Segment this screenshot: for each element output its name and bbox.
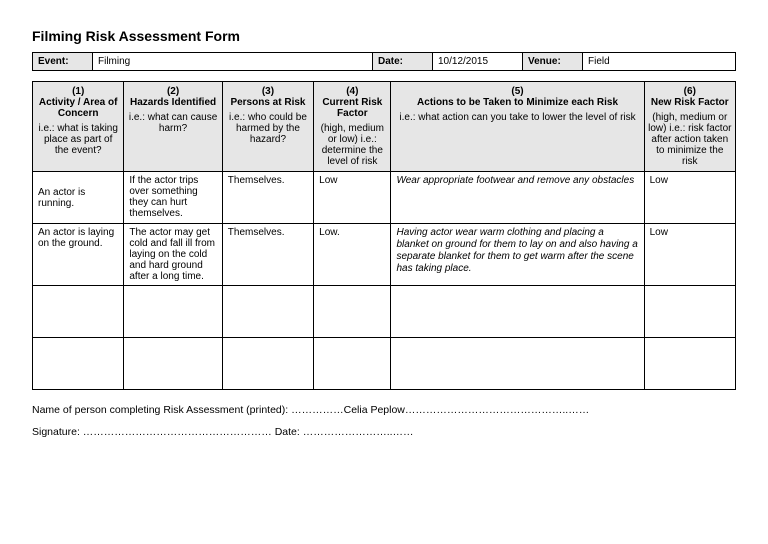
table-row: An actor is running. If the actor trips …: [33, 172, 736, 224]
venue-label: Venue:: [523, 53, 583, 71]
cell-actions: Wear appropriate footwear and remove any…: [391, 172, 644, 224]
cell-activity: An actor is running.: [33, 172, 124, 224]
col-1-header: (1) Activity / Area of Concern i.e.: wha…: [33, 82, 124, 172]
cell-hazard: If the actor trips over something they c…: [124, 172, 222, 224]
venue-value: Field: [583, 53, 736, 71]
col-3-header: (3) Persons at Risk i.e.: who could be h…: [222, 82, 313, 172]
event-label: Event:: [33, 53, 93, 71]
date-value: 10/12/2015: [433, 53, 523, 71]
info-table: Event: Filming Date: 10/12/2015 Venue: F…: [32, 52, 736, 71]
signature-line: Signature: ……………………………………………… Date: ……………: [32, 426, 736, 438]
col-2-header: (2) Hazards Identified i.e.: what can ca…: [124, 82, 222, 172]
form-title: Filming Risk Assessment Form: [32, 28, 736, 44]
table-header-row: (1) Activity / Area of Concern i.e.: wha…: [33, 82, 736, 172]
name-line: Name of person completing Risk Assessmen…: [32, 404, 736, 416]
cell-current: Low.: [314, 224, 391, 286]
col-4-header: (4) Current Risk Factor (high, medium or…: [314, 82, 391, 172]
risk-table: (1) Activity / Area of Concern i.e.: wha…: [32, 81, 736, 390]
cell-activity: An actor is laying on the ground.: [33, 224, 124, 286]
col-5-header: (5) Actions to be Taken to Minimize each…: [391, 82, 644, 172]
cell-persons: Themselves.: [222, 172, 313, 224]
footer: Name of person completing Risk Assessmen…: [32, 404, 736, 438]
date-label: Date:: [373, 53, 433, 71]
cell-current: Low: [314, 172, 391, 224]
cell-newrisk: Low: [644, 172, 735, 224]
cell-actions: Having actor wear warm clothing and plac…: [391, 224, 644, 286]
table-row: [33, 286, 736, 338]
cell-persons: Themselves.: [222, 224, 313, 286]
table-row: [33, 338, 736, 390]
col-6-header: (6) New Risk Factor (high, medium or low…: [644, 82, 735, 172]
table-row: An actor is laying on the ground. The ac…: [33, 224, 736, 286]
cell-hazard: The actor may get cold and fall ill from…: [124, 224, 222, 286]
cell-newrisk: Low: [644, 224, 735, 286]
event-value: Filming: [93, 53, 373, 71]
